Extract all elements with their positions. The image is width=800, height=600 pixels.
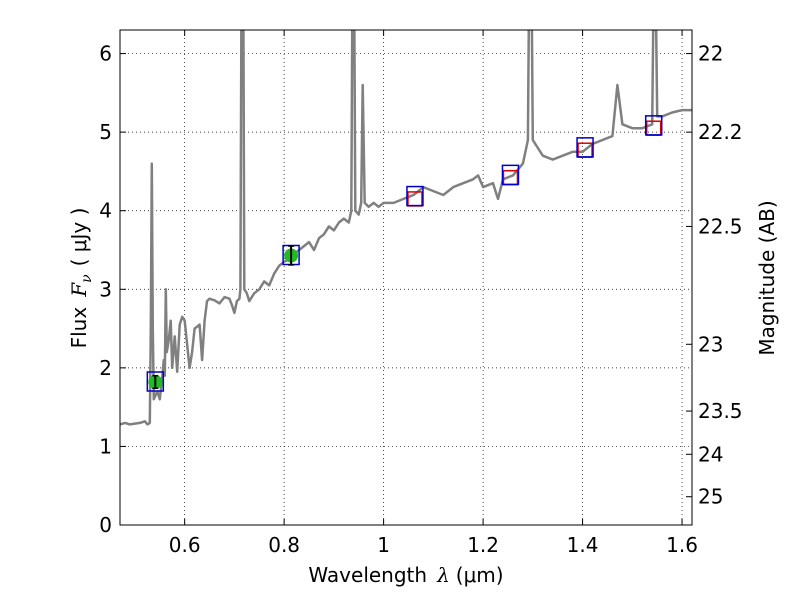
y2-tick-label: 23.5	[698, 399, 743, 423]
y2-tick-label: 23	[698, 332, 723, 356]
y-axis-label: FluxFν( μJy )	[67, 208, 95, 349]
data-layer	[120, 30, 692, 426]
y-tick-label: 1	[99, 434, 112, 458]
y2-tick-label: 25	[698, 485, 723, 509]
x-tick-label: 0.8	[268, 533, 300, 557]
x-axis-label: Wavelength λ (μm)	[308, 563, 503, 587]
x-tick-label: 1.4	[567, 533, 599, 557]
y2-tick-label: 24	[698, 442, 723, 466]
y-tick-label: 5	[99, 120, 112, 144]
spectrum-line	[120, 30, 692, 426]
plot-area	[120, 30, 692, 525]
blue-model-square	[146, 371, 165, 392]
x-tick-label: 0.6	[169, 533, 201, 557]
y2-tick-label: 22.5	[698, 214, 743, 238]
x-tick-label: 1.6	[666, 533, 698, 557]
y-tick-label: 6	[99, 42, 112, 66]
y2-tick-label: 22	[698, 42, 723, 66]
x-tick-label: 1.2	[467, 533, 499, 557]
y-tick-label: 4	[99, 199, 112, 223]
blue-model-square	[576, 137, 594, 158]
y2-axis-label: Magnitude (AB)	[755, 200, 779, 355]
blue-model-square	[406, 185, 424, 207]
y-tick-label: 0	[99, 513, 112, 537]
x-tick-label: 1	[377, 533, 390, 557]
y-tick-label: 2	[99, 356, 112, 380]
y2-tick-label: 22.2	[698, 120, 743, 144]
plot-frame	[119, 29, 693, 526]
blue-model-square	[501, 164, 520, 186]
blue-model-square	[644, 115, 663, 136]
y-tick-label: 3	[99, 277, 112, 301]
